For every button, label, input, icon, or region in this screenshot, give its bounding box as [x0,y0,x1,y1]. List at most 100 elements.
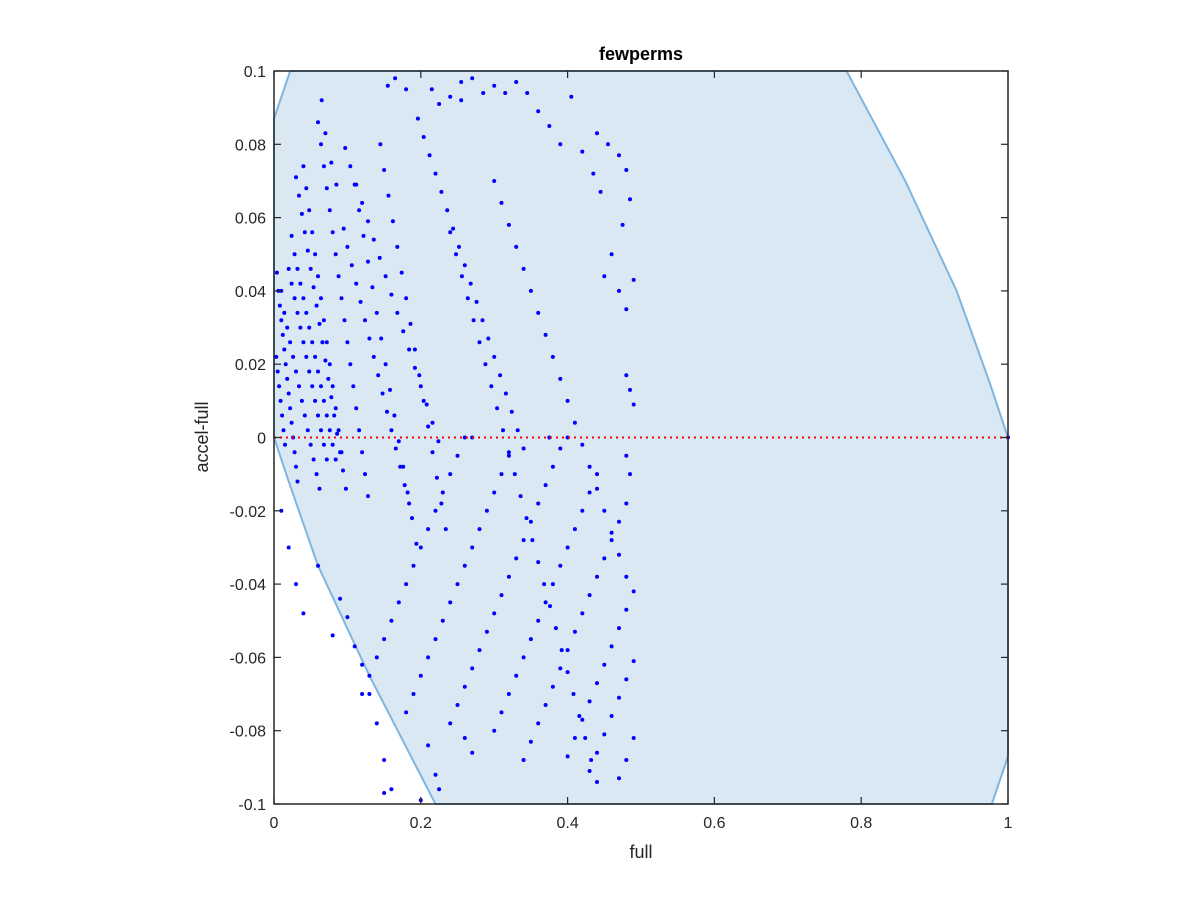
data-point [426,743,431,748]
data-point [360,200,365,205]
data-point [521,538,526,543]
data-point [386,193,391,198]
data-point [398,464,403,469]
data-point [525,91,530,95]
data-point [543,332,548,337]
data-point [536,560,541,565]
data-point [275,369,280,374]
data-point [492,83,497,88]
data-point [383,362,388,367]
data-point [514,80,519,84]
data-point [433,637,438,642]
data-point [319,384,323,389]
data-point [348,362,353,367]
data-point [352,182,357,187]
data-point [367,692,372,696]
data-point [279,318,284,323]
data-point [343,146,348,150]
data-point [392,413,397,418]
data-point [304,354,309,359]
data-point [286,391,291,396]
data-point [404,87,409,92]
data-point [426,424,431,429]
data-point [558,666,563,671]
data-point [342,318,347,323]
data-point [448,230,453,235]
data-point [506,692,511,696]
x-tick-label: 0.2 [410,815,432,832]
data-point [366,494,370,499]
data-point [565,754,570,759]
data-point [536,618,541,623]
data-point [484,508,489,513]
data-point [304,186,309,191]
data-point [360,662,365,667]
data-point [389,428,394,433]
data-point [595,780,599,784]
data-point [492,354,497,359]
data-point [294,369,298,374]
data-point [617,626,621,631]
data-point [617,288,621,293]
data-point [366,219,370,224]
data-point [587,464,592,469]
x-tick-label: 0.4 [556,815,578,832]
data-point [426,527,431,532]
data-point [631,402,636,407]
data-point [595,131,599,136]
data-point [624,168,629,172]
data-point [321,164,326,169]
data-point [357,428,362,433]
data-point [492,179,497,183]
data-point [462,563,467,568]
data-point [631,659,636,664]
data-point [402,483,407,488]
data-point [506,222,511,227]
chart-title: fewperms [599,44,683,64]
data-point [324,340,329,345]
data-point [310,340,315,345]
data-point [602,274,607,279]
data-point [459,98,464,103]
data-point [587,699,592,704]
data-point [609,714,614,718]
data-point [292,296,297,301]
data-point [354,281,359,286]
data-point [320,340,325,345]
data-point [565,545,570,550]
data-point [437,102,442,106]
data-point [405,490,410,495]
data-point [283,362,288,367]
data-point [341,226,346,231]
data-point [326,376,331,381]
data-point [418,545,423,550]
data-point [580,717,585,722]
data-point [457,244,461,249]
data-point [617,776,621,781]
data-point [370,285,375,290]
data-point [528,637,533,642]
data-point [558,376,563,381]
data-point [291,354,296,359]
data-point [319,296,323,301]
data-point [462,684,467,689]
data-point [321,442,326,447]
data-point [289,420,294,425]
data-point [470,545,475,550]
data-point [339,450,344,455]
data-point [509,409,514,414]
data-point [624,758,629,762]
data-point [292,252,297,257]
data-point [351,384,356,389]
data-point [282,310,287,315]
data-point [550,354,555,359]
data-point [327,362,332,367]
data-point [279,288,284,293]
data-point [624,373,629,378]
data-point [401,464,406,469]
data-point [301,340,306,345]
data-point [404,296,409,301]
data-point [451,226,456,231]
data-point [389,292,394,297]
data-point [589,758,594,762]
